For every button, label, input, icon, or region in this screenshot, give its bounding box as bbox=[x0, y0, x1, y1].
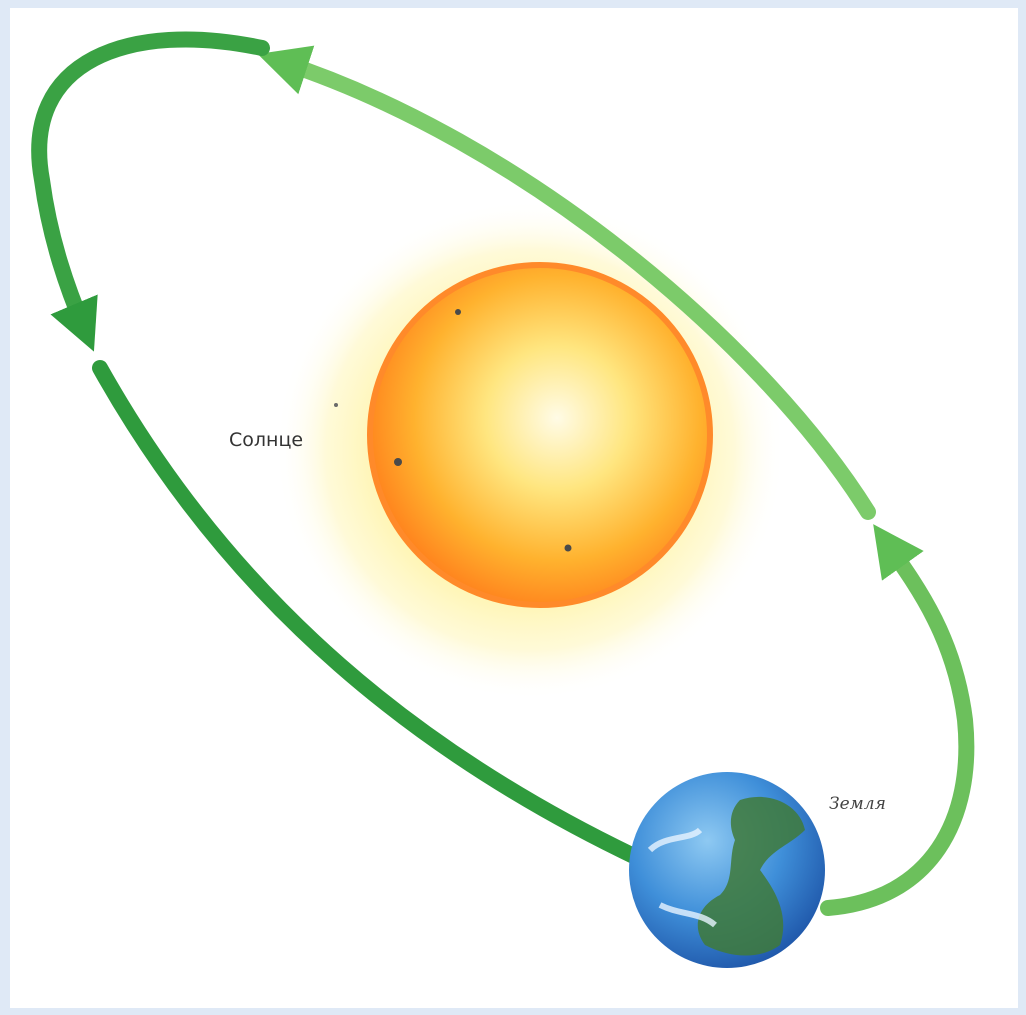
sunspot bbox=[455, 309, 461, 315]
earth-label: Земля bbox=[829, 794, 886, 814]
orbit-arrow-diagonal bbox=[92, 360, 692, 885]
earth-continent bbox=[697, 796, 805, 956]
sunspot bbox=[564, 544, 572, 552]
sunspot bbox=[394, 458, 402, 466]
earth bbox=[629, 772, 825, 968]
sun bbox=[275, 200, 785, 700]
sun-label: Солнце bbox=[229, 429, 303, 451]
earth-clouds bbox=[647, 827, 717, 928]
orbit-arrows bbox=[31, 31, 975, 916]
orbit-arrow-left-top bbox=[31, 31, 270, 352]
sunspot bbox=[334, 403, 338, 407]
orbit-arrow-top bbox=[257, 45, 876, 520]
sun-body bbox=[367, 262, 713, 608]
orbit-arrow-right bbox=[820, 524, 975, 916]
